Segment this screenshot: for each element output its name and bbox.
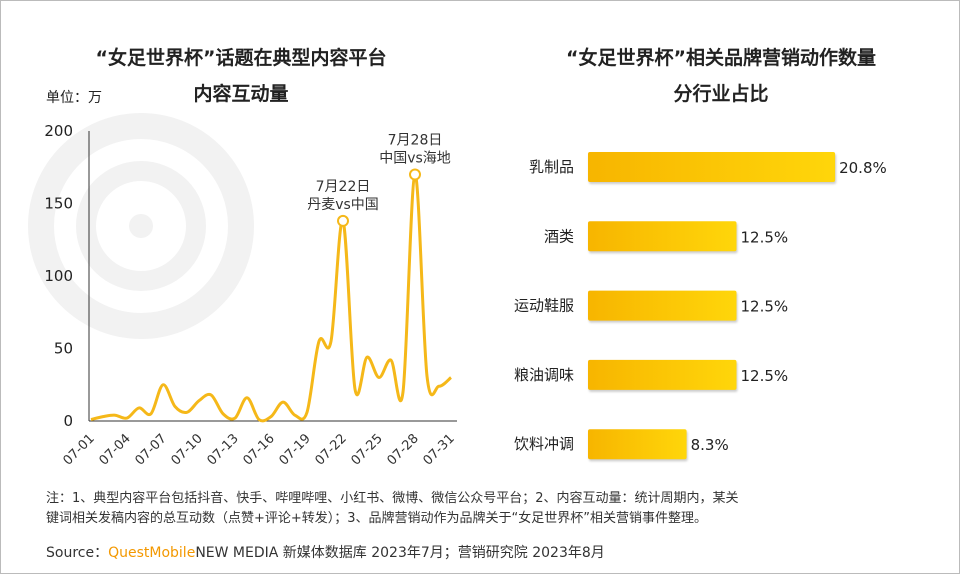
y-tick-label: 50 [54,340,73,358]
bar-value-label: 12.5% [741,228,789,246]
annotation-marker [409,168,421,181]
bar-value-label: 8.3% [691,436,729,454]
bar-category-label: 粮油调味 [514,366,574,384]
source-brand: QuestMobile [108,545,196,561]
annotation-match: 丹麦vs中国 [307,197,379,213]
bar-value-label: 12.5% [741,367,789,385]
line-chart-title-1: “女足世界杯”话题在典型内容平台 [95,47,387,69]
bar [588,429,687,460]
bar-category-label: 运动鞋服 [514,297,574,315]
bar [588,221,737,252]
annotation-marker [337,214,349,227]
y-tick-label: 100 [44,267,73,285]
annotation-date: 7月22日 [316,179,371,195]
bar-chart-title-1: “女足世界杯”相关品牌营销动作数量 [566,47,876,69]
bar-category-label: 酒类 [544,227,574,245]
y-tick-label: 0 [63,412,73,430]
unit-label: 单位：万 [46,90,102,106]
bar [588,290,737,321]
bar-category-label: 乳制品 [529,158,574,176]
note-line-2: 键词相关发稿内容的总互动数（点赞+评论+转发）；3、品牌营销动作为品牌关于“女足… [46,511,708,526]
y-tick-label: 200 [44,122,73,140]
annotation-match: 中国vs海地 [379,151,451,167]
note-line-1: 注：1、典型内容平台包括抖音、快手、哔哩哔哩、小红书、微博、微信公众号平台；2、… [46,491,739,506]
bar-category-label: 饮料冲调 [514,435,574,453]
source-prefix: Source： [46,545,109,561]
annotation-date: 7月28日 [388,133,443,149]
source-line: Source：QuestMobileNEW MEDIA 新媒体数据库 2023年… [46,542,605,562]
source-rest: NEW MEDIA 新媒体数据库 2023年7月；营销研究院 2023年8月 [195,545,605,561]
bar-chart-title-2: 分行业占比 [673,83,769,105]
bar [588,152,836,182]
y-tick-label: 150 [44,195,73,213]
bar-value-label: 12.5% [741,298,789,316]
bar [588,359,737,390]
bar-value-label: 20.8% [839,159,887,177]
line-chart-title-2: 内容互动量 [193,83,289,105]
